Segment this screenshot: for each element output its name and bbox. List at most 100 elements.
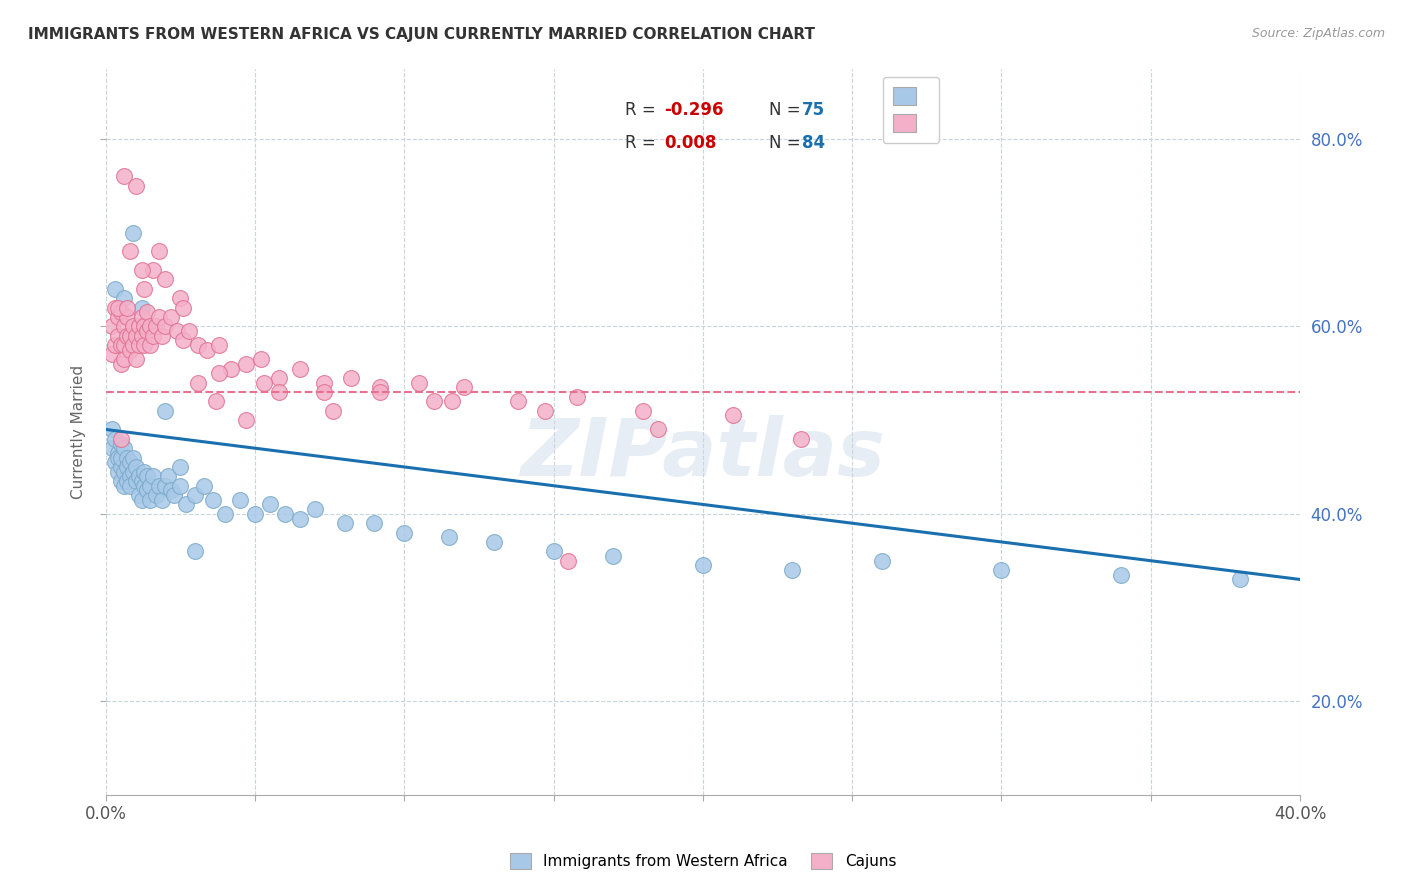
Point <box>169 479 191 493</box>
Point <box>647 422 669 436</box>
Point <box>104 282 127 296</box>
Point <box>142 328 165 343</box>
Point <box>112 291 135 305</box>
Point <box>110 450 132 465</box>
Point <box>235 413 257 427</box>
Point <box>112 441 135 455</box>
Point <box>121 319 143 334</box>
Point <box>148 244 170 259</box>
Point <box>179 324 201 338</box>
Point <box>128 469 150 483</box>
Point <box>124 328 146 343</box>
Point <box>160 310 183 324</box>
Point <box>110 432 132 446</box>
Point <box>157 469 180 483</box>
Point <box>112 319 135 334</box>
Point <box>112 465 135 479</box>
Point <box>136 324 159 338</box>
Point <box>370 380 392 394</box>
Point <box>110 474 132 488</box>
Point <box>145 319 167 334</box>
Text: 0.008: 0.008 <box>665 134 717 152</box>
Point <box>134 465 156 479</box>
Point <box>155 272 177 286</box>
Point <box>104 432 127 446</box>
Point <box>134 479 156 493</box>
Point <box>100 422 122 436</box>
Point <box>107 446 129 460</box>
Point <box>118 455 141 469</box>
Point <box>219 361 242 376</box>
Text: N =: N = <box>769 134 806 152</box>
Point <box>169 291 191 305</box>
Point <box>250 352 273 367</box>
Point <box>112 479 135 493</box>
Point <box>169 459 191 474</box>
Point <box>145 488 167 502</box>
Point <box>110 459 132 474</box>
Point <box>453 380 475 394</box>
Point <box>121 450 143 465</box>
Point <box>128 338 150 352</box>
Point <box>139 479 162 493</box>
Point <box>790 432 813 446</box>
Point <box>118 469 141 483</box>
Point <box>121 226 143 240</box>
Point <box>131 474 153 488</box>
Point <box>131 310 153 324</box>
Point <box>235 357 257 371</box>
Point <box>136 305 159 319</box>
Point <box>288 511 311 525</box>
Point <box>506 394 529 409</box>
Point <box>721 409 744 423</box>
Point <box>184 544 207 558</box>
Point <box>267 384 290 399</box>
Point <box>121 338 143 352</box>
Y-axis label: Currently Married: Currently Married <box>72 365 86 499</box>
Point <box>312 376 335 390</box>
Point <box>195 343 218 357</box>
Point <box>437 530 460 544</box>
Text: 75: 75 <box>801 101 825 120</box>
Point <box>107 301 129 315</box>
Point <box>115 328 138 343</box>
Point <box>205 394 228 409</box>
Point <box>202 492 225 507</box>
Point <box>118 244 141 259</box>
Point <box>423 394 446 409</box>
Point <box>112 169 135 184</box>
Point <box>370 384 392 399</box>
Point <box>128 488 150 502</box>
Point <box>253 376 276 390</box>
Point <box>115 459 138 474</box>
Point <box>155 479 177 493</box>
Legend: , : , <box>883 77 939 143</box>
Point <box>115 474 138 488</box>
Point <box>187 338 209 352</box>
Point <box>692 558 714 573</box>
Point <box>259 498 281 512</box>
Point <box>172 301 194 315</box>
Point <box>139 338 162 352</box>
Point <box>107 465 129 479</box>
Point <box>112 352 135 367</box>
Point <box>124 178 146 193</box>
Point <box>557 554 579 568</box>
Point <box>155 403 177 417</box>
Point <box>128 319 150 334</box>
Point <box>1229 573 1251 587</box>
Point <box>870 554 893 568</box>
Point <box>322 403 344 417</box>
Point <box>115 310 138 324</box>
Point <box>131 263 153 277</box>
Point <box>131 492 153 507</box>
Point <box>187 376 209 390</box>
Point <box>134 319 156 334</box>
Point <box>142 319 165 334</box>
Point <box>339 371 361 385</box>
Point <box>1109 567 1132 582</box>
Point <box>440 394 463 409</box>
Point <box>131 328 153 343</box>
Text: IMMIGRANTS FROM WESTERN AFRICA VS CAJUN CURRENTLY MARRIED CORRELATION CHART: IMMIGRANTS FROM WESTERN AFRICA VS CAJUN … <box>28 27 815 42</box>
Point <box>131 301 153 315</box>
